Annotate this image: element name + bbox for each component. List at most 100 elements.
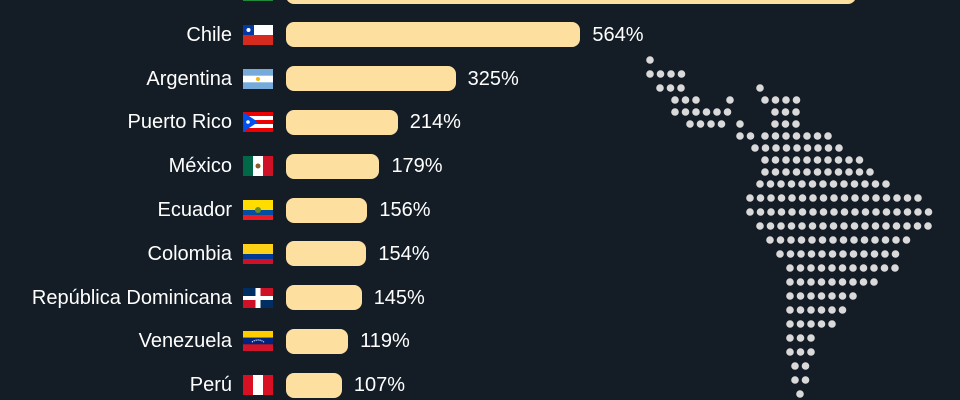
map-dot [807, 278, 815, 286]
map-dot [914, 194, 922, 202]
map-dot [656, 84, 664, 92]
map-dot [791, 376, 799, 384]
map-dot [809, 194, 817, 202]
map-dot [646, 70, 654, 78]
map-dot [792, 156, 801, 164]
map-dot [771, 96, 780, 104]
map-dot [893, 208, 901, 216]
map-dot [803, 144, 812, 152]
map-dot [819, 222, 827, 230]
map-dot [793, 144, 801, 152]
map-dot [808, 236, 816, 244]
map-dot [818, 250, 826, 258]
map-dot [736, 120, 744, 128]
map-dot [777, 180, 785, 188]
map-dot [809, 208, 817, 216]
bar [286, 328, 349, 354]
flag-icon-venezuela [243, 331, 273, 352]
map-dot [817, 320, 826, 328]
map-dot [796, 292, 805, 300]
map-dot [782, 132, 790, 140]
category-label: Venezuela [138, 330, 232, 353]
bar [286, 153, 380, 179]
map-dot [786, 264, 794, 272]
map-dot [838, 306, 847, 314]
map-dot [830, 208, 838, 216]
map-dot [787, 180, 796, 188]
map-dot [891, 264, 899, 272]
map-dot [702, 108, 711, 116]
map-dot [914, 208, 922, 216]
map-dot [801, 362, 810, 370]
map-dot [776, 250, 784, 258]
data-label: 154% [378, 242, 430, 265]
map-dot [807, 250, 816, 258]
map-dot [761, 168, 769, 176]
map-dot [839, 250, 847, 258]
map-dot [786, 348, 794, 356]
map-dot [807, 348, 815, 356]
bar [286, 197, 368, 223]
map-dot [771, 156, 780, 164]
flag-icon-chile [243, 24, 273, 45]
bar [286, 285, 362, 311]
map-dot [796, 278, 805, 286]
map-dot [924, 208, 933, 216]
map-dot [717, 120, 726, 128]
map-dot [782, 96, 790, 104]
data-label: 325% [467, 67, 519, 90]
map-dot [860, 250, 868, 258]
map-dot [902, 236, 911, 244]
map-dot [882, 194, 891, 202]
map-dot [828, 320, 836, 328]
map-dot [786, 306, 794, 314]
map-dot [813, 168, 822, 176]
bar [286, 0, 856, 4]
map-dot [767, 194, 775, 202]
map-dot [872, 208, 880, 216]
map-dot [838, 278, 847, 286]
map-dot [845, 156, 853, 164]
map-dot [839, 236, 848, 244]
flag-icon-dominican-republic [243, 287, 273, 308]
map-dot [893, 194, 901, 202]
flag-icon-colombia [243, 243, 273, 264]
map-dot [871, 236, 879, 244]
map-dot [786, 292, 794, 300]
map-dot [855, 156, 864, 164]
map-dot [891, 250, 900, 258]
map-dot [791, 362, 799, 370]
map-dot [686, 120, 694, 128]
map-dot [882, 222, 890, 230]
map-dot [828, 278, 836, 286]
flag-icon-green [243, 0, 273, 1]
map-dot [803, 156, 811, 164]
bar [286, 66, 456, 92]
map-dot [771, 132, 780, 140]
map-dot [781, 108, 790, 116]
map-dot [807, 292, 815, 300]
map-dot [850, 236, 858, 244]
map-dot [828, 292, 836, 300]
map-dot [777, 222, 785, 230]
map-dot [761, 144, 770, 152]
map-dot [677, 84, 685, 92]
map-dot [782, 156, 790, 164]
map-dot [656, 70, 665, 78]
map-dot [786, 278, 794, 286]
map-dot [798, 208, 807, 216]
map-dot [851, 194, 859, 202]
map-dot [828, 250, 837, 258]
map-dot [824, 156, 832, 164]
map-dot [840, 222, 848, 230]
map-dot [807, 320, 815, 328]
map-dot [692, 108, 700, 116]
map-dot [792, 120, 800, 128]
map-dot [861, 194, 870, 202]
map-dot [824, 168, 832, 176]
map-dot [792, 132, 801, 140]
map-dot [871, 180, 880, 188]
map-dot [787, 236, 795, 244]
map-dot [808, 180, 817, 188]
data-label: 179% [391, 155, 443, 178]
